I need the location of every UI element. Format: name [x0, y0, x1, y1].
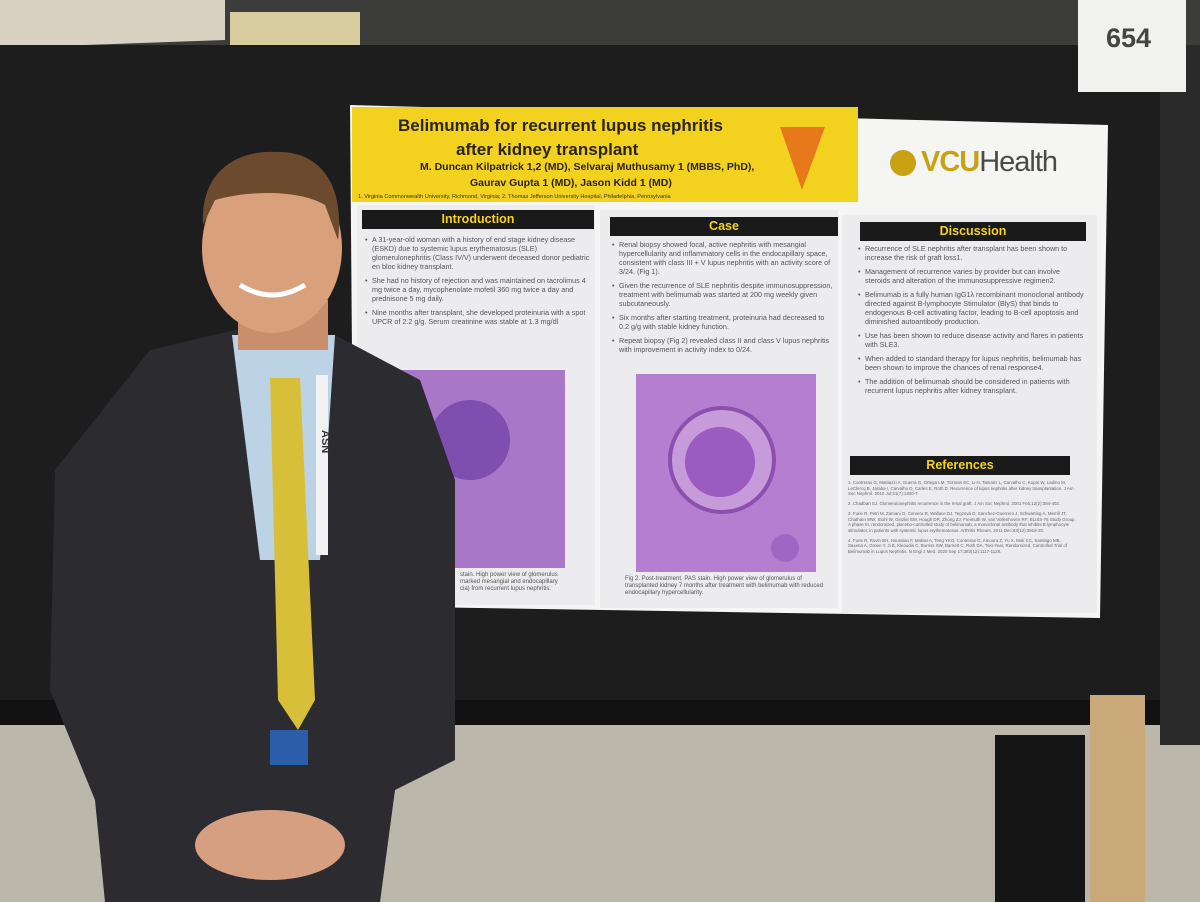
bullet: Renal biopsy showed focal, active nephri… — [612, 240, 834, 276]
references: 1. Contreras G, Mattiazzi A, Guerra G, O… — [848, 480, 1076, 559]
intro-bullets: A 31-year-old woman with a history of en… — [365, 235, 590, 331]
bullet: Nine months after transplant, she develo… — [365, 308, 590, 326]
fig1-cells — [430, 400, 510, 480]
glomerulus-core — [685, 427, 755, 497]
figure-caption: stain. High power view of glomerulus mark… — [460, 572, 595, 594]
bullet: Given the recurrence of SLE nephritis de… — [612, 281, 834, 308]
badge — [270, 730, 308, 765]
section-heading: Introduction — [362, 210, 594, 229]
title-band — [352, 107, 858, 202]
section-heading: References — [850, 456, 1070, 475]
title-accent — [825, 127, 858, 195]
caption-line: stain. High power view of glomerulus — [460, 572, 558, 578]
poster-title: Belimumab for recurrent lupus nephritis — [398, 116, 723, 135]
bullet: The addition of belimumab should be cons… — [858, 377, 1084, 395]
bullet: Belimumab is a fully human IgG1λ recombi… — [858, 290, 1084, 326]
poster-title: after kidney transplant — [456, 140, 639, 159]
vcu-seal — [890, 150, 916, 176]
wall — [0, 0, 225, 48]
number-card — [1078, 0, 1186, 92]
logo: VCUHealth — [921, 145, 1058, 180]
bullet: Management of recurrence varies by provi… — [858, 267, 1084, 285]
cell-cluster — [771, 534, 799, 562]
reference: 1. Contreras G, Mattiazzi A, Guerra G, O… — [848, 480, 1074, 497]
poster-tube — [1090, 695, 1145, 902]
logo-bold: VCU — [921, 146, 980, 178]
suit-jacket — [50, 330, 455, 902]
caption-line: cia) from recurrent lupus nephritis. — [460, 586, 552, 593]
box — [230, 12, 360, 50]
smile — [238, 282, 307, 298]
lanyard — [316, 375, 328, 555]
board-number: 654 — [1106, 23, 1152, 53]
bullet: She had no history of rejection and was … — [365, 276, 590, 303]
figure-caption: Fig 2. Post-treatment. PAS stain. High p… — [625, 576, 824, 597]
bullet: Repeat biopsy (Fig 2) revealed class II … — [612, 336, 834, 354]
bullet: Recurrence of SLE nephritis after transp… — [858, 244, 1084, 262]
bullet: Use has been shown to reduce disease act… — [858, 331, 1084, 349]
case-bullets: Renal biopsy showed focal, active nephri… — [612, 240, 834, 359]
section-heading: Case — [610, 217, 838, 236]
bullet: Six months after starting treatment, pro… — [612, 313, 834, 331]
board-edge — [1160, 45, 1200, 745]
discussion-bullets: Recurrence of SLE nephritis after transp… — [858, 244, 1084, 400]
section-heading: Discussion — [860, 222, 1086, 241]
reference: 4. Furie R, Rovin BH, Houssiau F, Malvar… — [848, 537, 1067, 555]
lanyard-text: ASN — [319, 430, 331, 453]
reference: 3. Furie R, Petri M, Zamani O, Cervera R… — [848, 510, 1076, 534]
bag — [995, 735, 1085, 902]
logo-light: Health — [979, 146, 1058, 178]
bullet: A 31-year-old woman with a history of en… — [365, 235, 590, 271]
tie — [270, 378, 315, 730]
authors: Gaurav Gupta 1 (MD), Jason Kidd 1 (MD) — [470, 177, 672, 189]
affiliation: 1. Virginia Commonwealth University, Ric… — [358, 194, 671, 200]
logo-triangle — [780, 127, 825, 190]
bullet: When added to standard therapy for lupus… — [858, 354, 1084, 372]
reference: 2. Chadban SJ. Glomerulonephritis recurr… — [848, 501, 1061, 507]
hair — [202, 151, 340, 240]
face — [202, 163, 342, 333]
caption-line: marked mesangial and endocapillary — [460, 579, 558, 586]
authors: M. Duncan Kilpatrick 1,2 (MD), Selvaraj … — [420, 161, 755, 173]
hands — [195, 810, 345, 880]
